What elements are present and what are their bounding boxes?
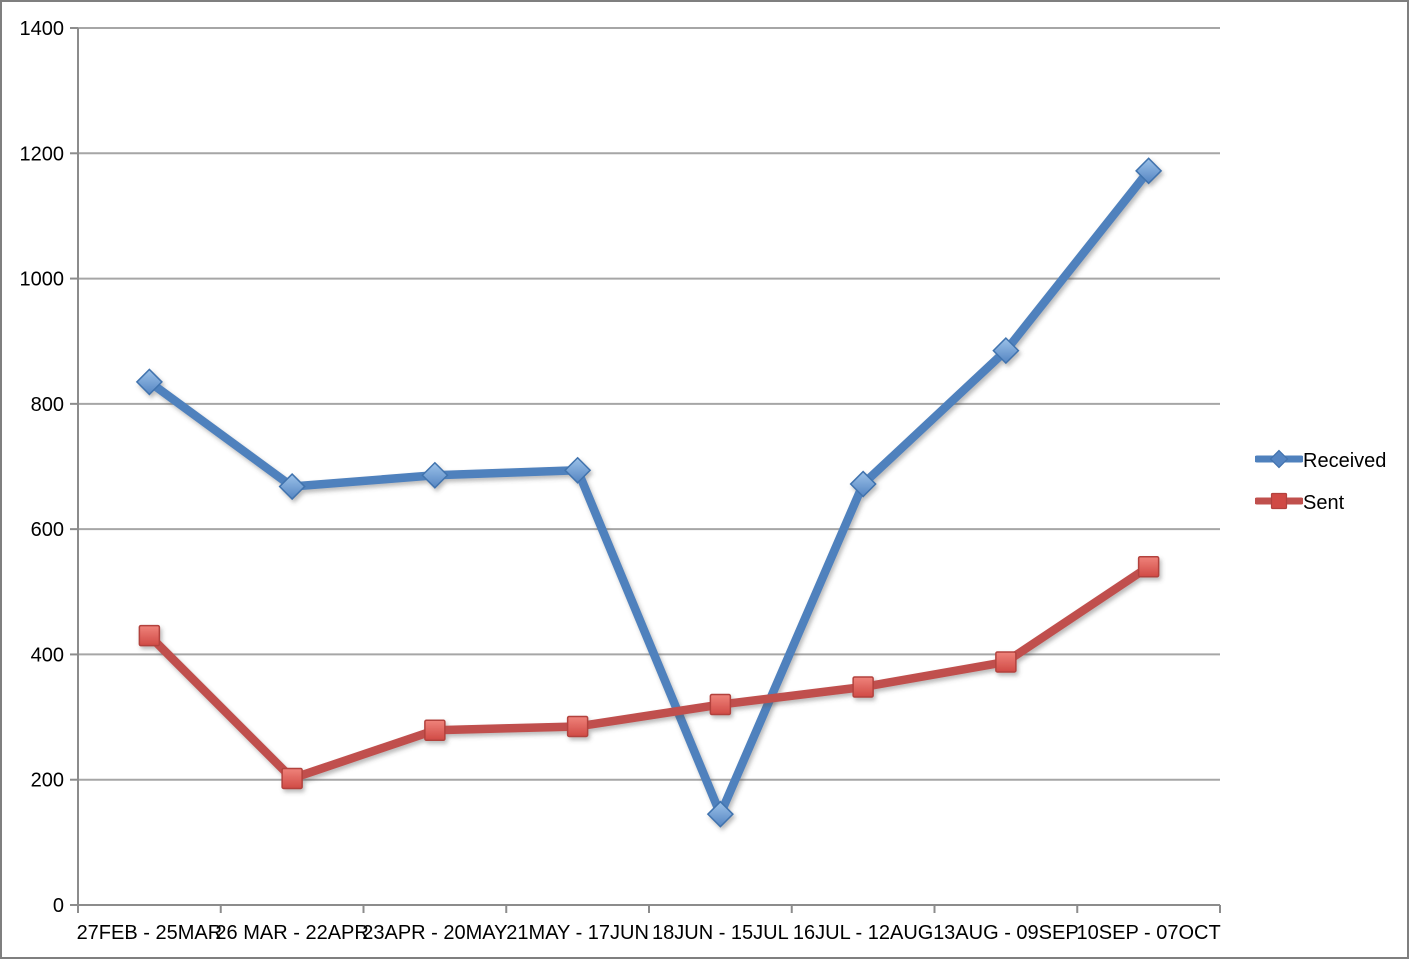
x-category-label: 10SEP - 07OCT [1077,922,1221,944]
data-point-marker [995,651,1017,673]
x-category-label: 16JUL - 12AUG [793,922,933,944]
data-point-marker [709,693,732,716]
x-category-label: 18JUN - 15JUL [652,922,789,944]
series-line-sent [145,562,1153,783]
legend: Received Sent [1253,446,1387,519]
square-marker-icon [1253,492,1305,509]
legend-marker-swatch [1270,492,1288,509]
y-tick-label: 600 [31,519,64,541]
data-point-marker [1135,157,1163,185]
y-tick-labels: 0 200 400 600 800 1000 1200 1400 [20,18,65,917]
data-point-marker [706,800,734,828]
series-received [135,157,1163,828]
data-point-marker [135,368,163,396]
diamond-marker-icon [1253,449,1305,468]
series-sent [138,555,1160,790]
data-point-marker [564,456,592,484]
y-tick-label: 1400 [20,18,65,40]
data-point-marker [849,470,877,498]
received-series-swatch [1253,446,1305,477]
legend-label-received: Received [1303,450,1387,472]
y-tick-label: 1200 [20,143,65,165]
sent-series-swatch [1253,488,1305,519]
data-point-marker [421,461,449,489]
y-tick-label: 400 [31,644,64,666]
x-category-label: 23APR - 20MAY [362,922,507,944]
x-category-label: 26 MAR - 22APR [215,922,368,944]
y-tick-label: 800 [31,394,64,416]
data-point-marker [566,715,589,738]
y-tick-label: 200 [31,770,64,792]
data-point-marker [138,624,161,647]
y-gridlines [78,27,1220,781]
x-category-label: 27FEB - 25MAR [77,922,223,944]
data-point-marker [992,337,1020,365]
data-point-marker [1137,555,1160,578]
legend-marker-swatch [1269,449,1289,468]
data-point-marker [852,676,874,698]
data-point-marker [281,767,303,790]
data-point-marker [278,472,306,501]
legend-item-sent: Sent [1253,488,1386,519]
y-tick-label: 1000 [20,269,65,291]
y-tick-label: 0 [53,895,64,917]
data-point-marker [424,719,446,741]
x-category-label: 21MAY - 17JUN [506,922,649,944]
axes [70,27,1221,913]
legend-label-sent: Sent [1303,492,1345,514]
x-category-label: 13AUG - 09SEP [933,922,1079,944]
legend-item-received: Received [1253,446,1387,477]
series-line-received [145,166,1153,819]
